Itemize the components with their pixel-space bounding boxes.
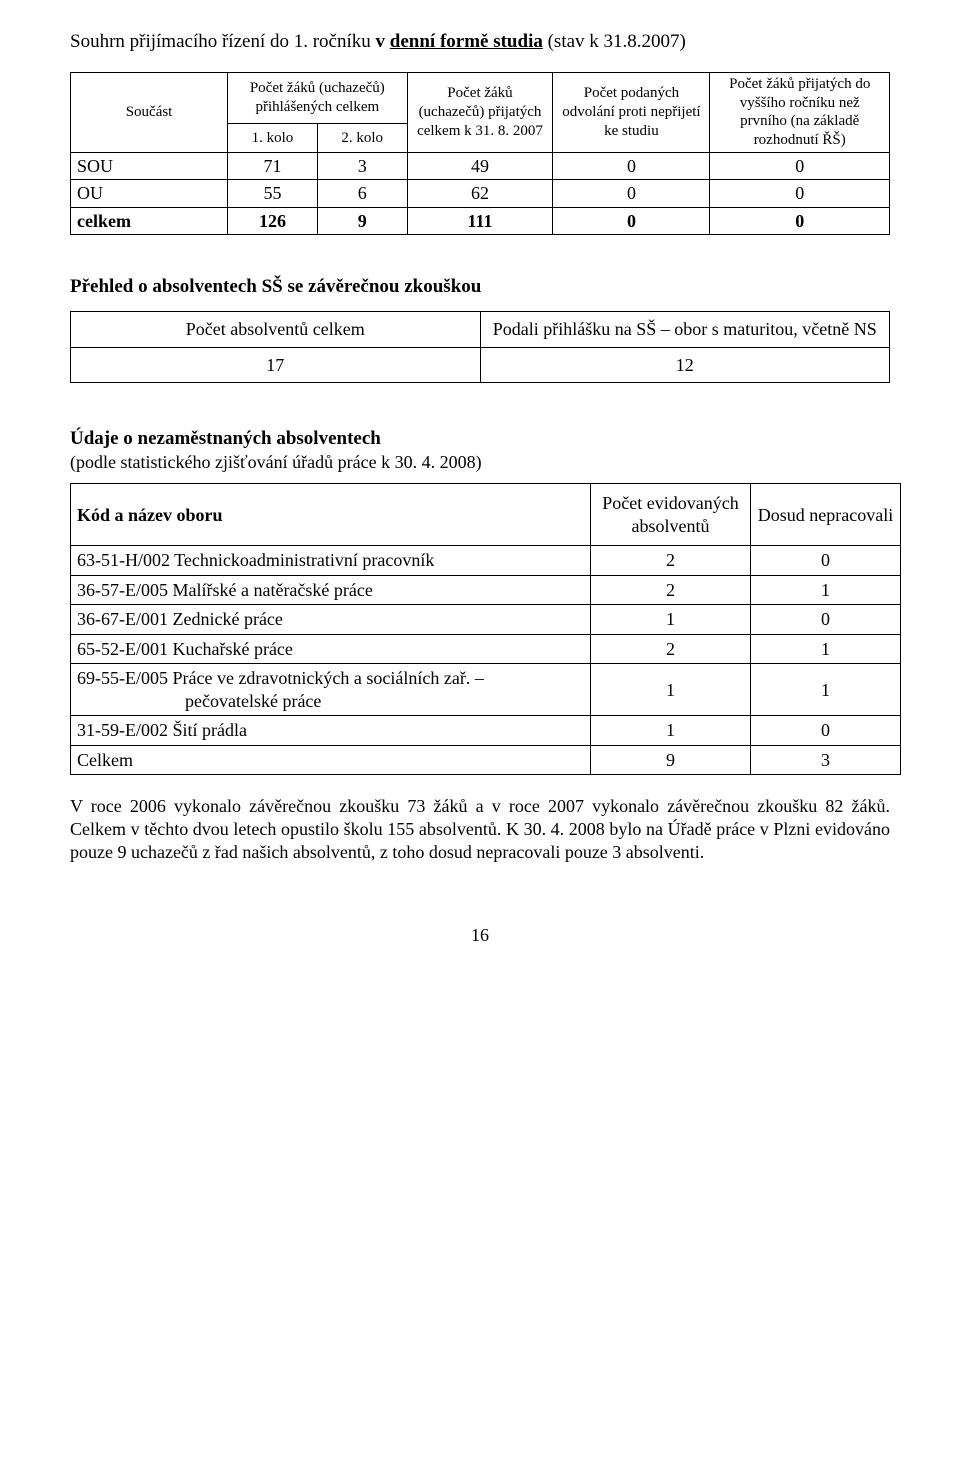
unemp-th-nepracovali: Dosud nepracovali bbox=[751, 484, 901, 546]
admission-cell: 62 bbox=[407, 180, 553, 208]
table-row: 69-55-E/005 Práce ve zdravotnických a so… bbox=[71, 664, 901, 716]
table-row: celkem 126 9 111 0 0 bbox=[71, 207, 890, 235]
unemp-cell-obor: 63-51-H/002 Technickoadministrativní pra… bbox=[71, 546, 591, 576]
page-number: 16 bbox=[70, 924, 890, 947]
unemp-cell: 0 bbox=[751, 716, 901, 746]
admission-th-soucast: Součást bbox=[71, 72, 228, 152]
unemp-cell: 3 bbox=[751, 745, 901, 775]
unemp-cell: 2 bbox=[591, 546, 751, 576]
unemp-cell: 1 bbox=[751, 664, 901, 716]
table-row: Počet absolventů celkem Podali přihlášku… bbox=[71, 312, 890, 348]
admission-heading: Souhrn přijímacího řízení do 1. ročníku … bbox=[70, 30, 890, 54]
graduates-th-applied: Podali přihlášku na SŠ – obor s maturito… bbox=[480, 312, 890, 348]
graduates-heading: Přehled o absolventech SŠ se závěrečnou … bbox=[70, 275, 890, 299]
unemp-cell-obor: 36-67-E/001 Zednické práce bbox=[71, 605, 591, 635]
admission-th-vyssi-rocnik: Počet žáků přijatých do vyššího ročníku … bbox=[710, 72, 890, 152]
unemp-cell: 1 bbox=[591, 716, 751, 746]
unemp-th-obor: Kód a název oboru bbox=[71, 484, 591, 546]
table-row: 36-67-E/001 Zednické práce 1 0 bbox=[71, 605, 901, 635]
admission-cell: 0 bbox=[553, 152, 710, 180]
admission-table: Součást Počet žáků (uchazečů) přihlášený… bbox=[70, 72, 890, 236]
table-row: OU 55 6 62 0 0 bbox=[71, 180, 890, 208]
table-row: Celkem 9 3 bbox=[71, 745, 901, 775]
unemp-th-evidovanych: Počet evidovaných absolventů bbox=[591, 484, 751, 546]
graduates-cell-applied: 12 bbox=[480, 347, 890, 383]
table-row: Součást Počet žáků (uchazečů) přihlášený… bbox=[71, 72, 890, 123]
unemp-cell: 1 bbox=[751, 634, 901, 664]
admission-cell: 49 bbox=[407, 152, 553, 180]
admission-cell: 0 bbox=[553, 180, 710, 208]
heading-bold1: v bbox=[371, 31, 390, 52]
unemp-cell: 0 bbox=[751, 546, 901, 576]
unemp-cell: 2 bbox=[591, 575, 751, 605]
admission-cell: 111 bbox=[407, 207, 553, 235]
admission-th-prihlasenych: Počet žáků (uchazečů) přihlášených celke… bbox=[228, 72, 408, 123]
table-row: Kód a název oboru Počet evidovaných abso… bbox=[71, 484, 901, 546]
admission-row-label: celkem bbox=[71, 207, 228, 235]
unemp-cell-obor: 36-57-E/005 Malířské a natěračské práce bbox=[71, 575, 591, 605]
admission-th-kolo2: 2. kolo bbox=[317, 124, 407, 153]
unemp-cell: 0 bbox=[751, 605, 901, 635]
unemp-two-line-1: 69-55-E/005 Práce ve zdravotnických a so… bbox=[77, 668, 484, 688]
graduates-th-total: Počet absolventů celkem bbox=[71, 312, 481, 348]
unemp-cell-obor: 69-55-E/005 Práce ve zdravotnických a so… bbox=[71, 664, 591, 716]
admission-cell: 55 bbox=[228, 180, 318, 208]
table-row: 63-51-H/002 Technickoadministrativní pra… bbox=[71, 546, 901, 576]
unemp-cell-obor: Celkem bbox=[71, 745, 591, 775]
admission-cell: 126 bbox=[228, 207, 318, 235]
admission-cell: 0 bbox=[710, 152, 890, 180]
summary-paragraph: V roce 2006 vykonalo závěrečnou zkoušku … bbox=[70, 795, 890, 864]
table-row: 36-57-E/005 Malířské a natěračské práce … bbox=[71, 575, 901, 605]
admission-row-label: SOU bbox=[71, 152, 228, 180]
heading-suffix: (stav k 31.8.2007) bbox=[543, 31, 686, 52]
admission-cell: 0 bbox=[710, 207, 890, 235]
heading-bold-under: denní formě studia bbox=[390, 31, 543, 52]
unemp-cell: 1 bbox=[591, 664, 751, 716]
admission-cell: 3 bbox=[317, 152, 407, 180]
admission-cell: 0 bbox=[553, 207, 710, 235]
table-row: 17 12 bbox=[71, 347, 890, 383]
unemployed-heading: Údaje o nezaměstnaných absolventech bbox=[70, 427, 890, 451]
unemp-cell: 1 bbox=[751, 575, 901, 605]
table-row: 31-59-E/002 Šití prádla 1 0 bbox=[71, 716, 901, 746]
admission-th-odvolani: Počet podaných odvolání proti nepřijetí … bbox=[553, 72, 710, 152]
unemp-cell-obor: 65-52-E/001 Kuchařské práce bbox=[71, 634, 591, 664]
admission-th-kolo1: 1. kolo bbox=[228, 124, 318, 153]
admission-cell: 0 bbox=[710, 180, 890, 208]
unemployed-table: Kód a název oboru Počet evidovaných abso… bbox=[70, 483, 901, 775]
heading-prefix: Souhrn přijímacího řízení do 1. ročníku bbox=[70, 31, 371, 52]
page-root: Souhrn přijímacího řízení do 1. ročníku … bbox=[0, 0, 960, 987]
unemp-cell: 9 bbox=[591, 745, 751, 775]
table-row: SOU 71 3 49 0 0 bbox=[71, 152, 890, 180]
graduates-cell-total: 17 bbox=[71, 347, 481, 383]
unemp-cell: 2 bbox=[591, 634, 751, 664]
admission-cell: 71 bbox=[228, 152, 318, 180]
admission-cell: 9 bbox=[317, 207, 407, 235]
admission-cell: 6 bbox=[317, 180, 407, 208]
unemp-two-line-2: pečovatelské práce bbox=[77, 691, 321, 711]
unemployed-subheading: (podle statistického zjišťování úřadů pr… bbox=[70, 451, 890, 474]
unemp-cell: 1 bbox=[591, 605, 751, 635]
unemp-cell-obor: 31-59-E/002 Šití prádla bbox=[71, 716, 591, 746]
graduates-table: Počet absolventů celkem Podali přihlášku… bbox=[70, 311, 890, 383]
table-row: 65-52-E/001 Kuchařské práce 2 1 bbox=[71, 634, 901, 664]
admission-row-label: OU bbox=[71, 180, 228, 208]
admission-th-prijatych: Počet žáků (uchazečů) přijatých celkem k… bbox=[407, 72, 553, 152]
